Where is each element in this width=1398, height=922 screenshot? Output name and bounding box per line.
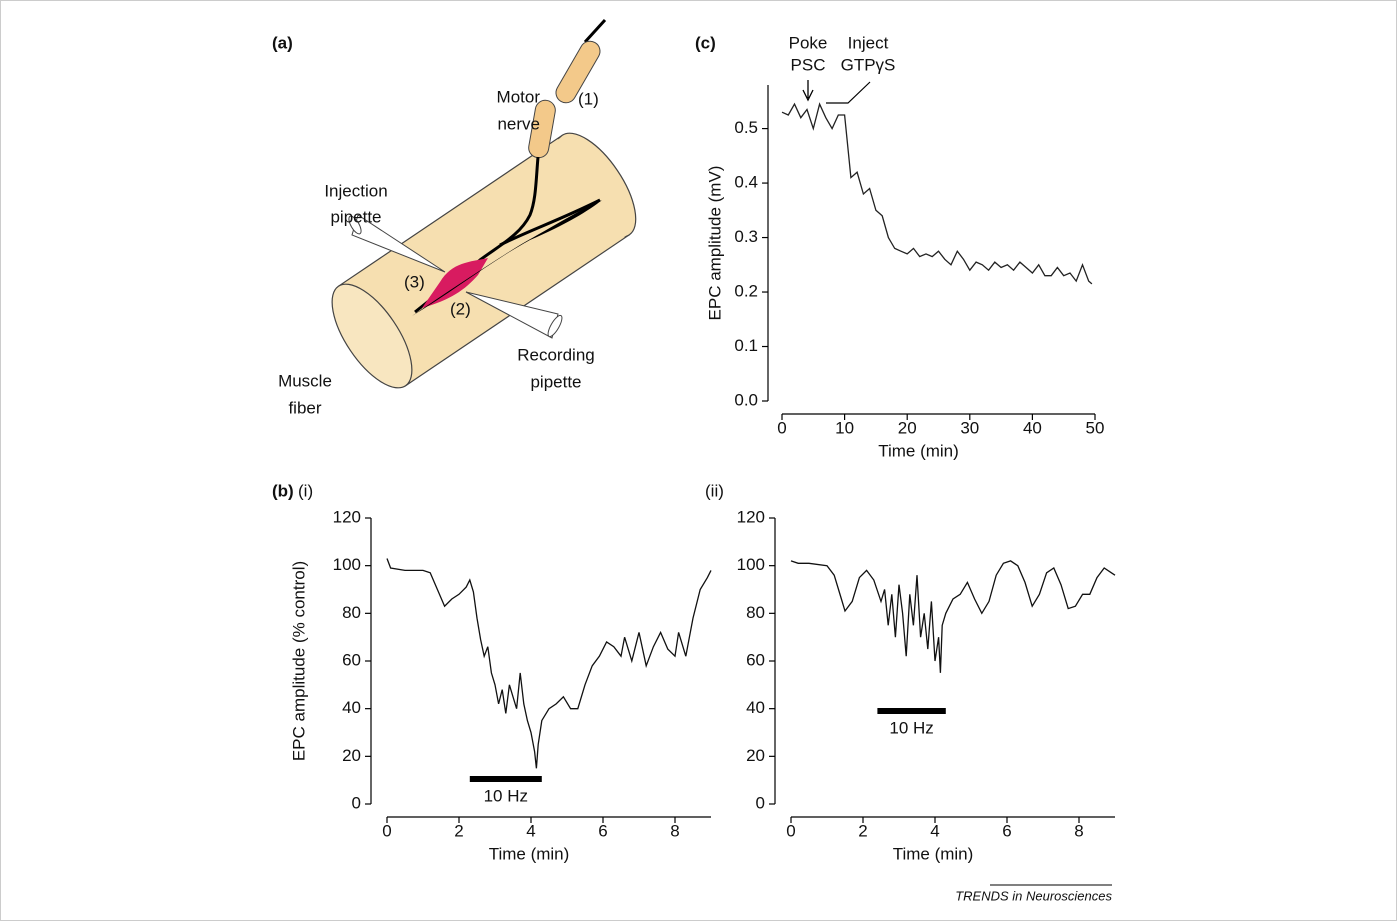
annotation: GTPγS: [841, 55, 896, 74]
annotation: Poke: [789, 33, 828, 52]
source: TRENDS in Neurosciences: [955, 888, 1112, 903]
y-tick-label: 80: [746, 603, 765, 622]
x-tick-label: 50: [1086, 418, 1105, 437]
x-tick-label: 2: [858, 821, 867, 840]
y-tick-label: 40: [746, 698, 765, 717]
x-tick-label: 20: [898, 418, 917, 437]
diagram-label: Recording: [517, 345, 595, 364]
y-tick-label: 0: [756, 793, 765, 812]
y-tick-label: 0.5: [734, 118, 758, 137]
diagram-label: (2): [450, 299, 471, 318]
frame: [1, 1, 1397, 921]
diagram-label: Muscle: [278, 371, 332, 390]
x-tick-label: 4: [930, 821, 939, 840]
x-tick-label: 4: [526, 821, 535, 840]
diagram-label: fiber: [288, 398, 321, 417]
x-tick-label: 6: [598, 821, 607, 840]
panel-label: (b): [272, 481, 294, 500]
x-tick-label: 2: [454, 821, 463, 840]
y-tick-label: 20: [342, 746, 361, 765]
figure: (a) (c) (b) (i) (ii) Motor nerve (1) Inj…: [0, 0, 1398, 922]
panel-label: (a): [272, 33, 293, 52]
annotation: Inject: [848, 33, 889, 52]
y-tick-label: 100: [333, 555, 361, 574]
x-axis-label: Time (min): [893, 844, 974, 863]
x-axis-label: Time (min): [489, 844, 570, 863]
annotation: PSC: [791, 55, 826, 74]
x-tick-label: 0: [777, 418, 786, 437]
x-tick-label: 40: [1023, 418, 1042, 437]
y-tick-label: 60: [746, 650, 765, 669]
diagram-label: Injection: [324, 181, 387, 200]
y-tick-label: 120: [333, 507, 361, 526]
x-tick-label: 0: [382, 821, 391, 840]
y-tick-label: 0.1: [734, 336, 758, 355]
y-tick-label: 0.3: [734, 227, 758, 246]
y-tick-label: 0: [352, 793, 361, 812]
y-tick-label: 80: [342, 603, 361, 622]
panel-label: (i): [298, 481, 313, 500]
y-tick-label: 60: [342, 650, 361, 669]
y-axis-label: EPC amplitude (% control): [289, 561, 308, 761]
y-tick-label: 0.4: [734, 173, 758, 192]
x-tick-label: 8: [1074, 821, 1083, 840]
diagram-label: Motor: [497, 87, 541, 106]
diagram-label: (1): [578, 89, 599, 108]
y-tick-label: 120: [737, 507, 765, 526]
x-tick-label: 6: [1002, 821, 1011, 840]
x-tick-label: 10: [835, 418, 854, 437]
y-tick-label: 100: [737, 555, 765, 574]
y-tick-label: 40: [342, 698, 361, 717]
panel-label: (ii): [705, 481, 724, 500]
y-tick-label: 0.2: [734, 282, 758, 301]
y-tick-label: 20: [746, 746, 765, 765]
x-tick-label: 0: [786, 821, 795, 840]
diagram-label: pipette: [530, 372, 581, 391]
x-axis-label: Time (min): [878, 441, 959, 460]
stimulus-label: 10 Hz: [889, 718, 933, 737]
x-tick-label: 30: [960, 418, 979, 437]
stimulus-label: 10 Hz: [484, 786, 528, 805]
y-axis-label: EPC amplitude (mV): [705, 166, 724, 321]
diagram-label: nerve: [497, 114, 540, 133]
diagram-label: pipette: [330, 207, 381, 226]
diagram-label: (3): [404, 272, 425, 291]
y-tick-label: 0.0: [734, 390, 758, 409]
panel-label: (c): [695, 33, 716, 52]
x-tick-label: 8: [670, 821, 679, 840]
